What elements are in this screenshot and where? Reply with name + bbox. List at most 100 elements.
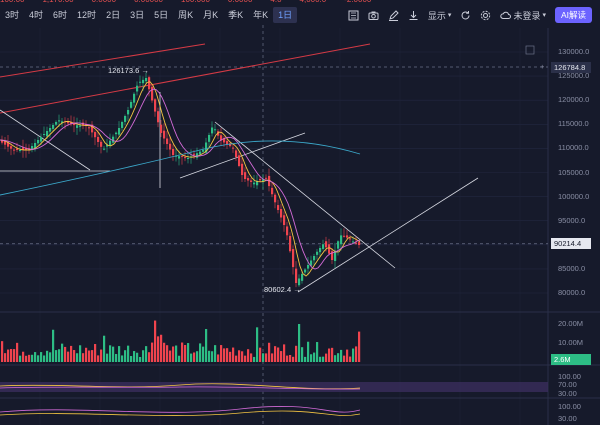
candlestick-chart[interactable] [0, 25, 600, 425]
download-icon[interactable] [408, 10, 419, 21]
candle-body [253, 182, 256, 185]
volume-bar [25, 355, 28, 362]
volume-bar [151, 342, 154, 362]
volume-bar [337, 353, 340, 362]
volume-bar [154, 320, 157, 362]
cloud-status[interactable]: 未登录 ▾ [500, 9, 546, 22]
candle-body [277, 205, 280, 210]
volume-bar [76, 353, 79, 362]
candle-body [286, 226, 289, 236]
ma-line-cyan [0, 140, 361, 196]
candle-body [298, 278, 301, 286]
timeframe-10[interactable]: 年K [253, 10, 269, 20]
price-axis-label: 125000.0 [558, 71, 590, 81]
volume-bar [124, 350, 127, 362]
timeframe-4[interactable]: 2日 [106, 10, 121, 20]
volume-bar [316, 342, 319, 362]
macd-axis-label: 30.00 [558, 414, 577, 423]
volume-bar [55, 350, 58, 362]
volume-bar [103, 335, 106, 362]
candle-body [319, 248, 322, 253]
volume-bar [280, 351, 283, 362]
expand-icon [525, 45, 535, 55]
volume-bar [133, 351, 136, 362]
candle-body [274, 194, 277, 203]
candle-body [283, 215, 286, 225]
macd-axis-label: 100.00 [558, 402, 581, 411]
chevron-down-icon: ▾ [542, 12, 546, 19]
timeframe-6[interactable]: 5日 [154, 10, 169, 20]
candle-body [121, 122, 124, 128]
candle-body [247, 178, 250, 181]
volume-bar [349, 356, 352, 362]
candle-body [34, 143, 37, 149]
candle-body [55, 122, 58, 125]
volume-bar [283, 344, 286, 362]
volume-bar [310, 354, 313, 362]
timeframe-8[interactable]: 月K [203, 10, 219, 20]
volume-bar [274, 346, 277, 362]
volume-bar [130, 355, 133, 362]
candle-body [313, 256, 316, 261]
volume-bar [271, 353, 274, 362]
top-strip-value: -2.0000 [344, 0, 371, 4]
candle-body [256, 181, 259, 186]
display-button[interactable]: 显示 ▾ [428, 9, 452, 22]
candle-body [238, 155, 241, 166]
volume-bar [208, 350, 211, 362]
ai-interpret-button[interactable]: AI解读 [554, 7, 592, 23]
volume-bar [1, 341, 4, 362]
high-price-annotation: 126173.6 → [108, 66, 149, 75]
toolbar-right: 显示 ▾ 未登录 ▾ AI解读 [348, 5, 600, 25]
candle-body [346, 235, 349, 238]
refresh-icon[interactable] [460, 10, 471, 21]
timeframe-7[interactable]: 周K [178, 10, 194, 20]
timeframe-3[interactable]: 12时 [77, 10, 97, 20]
candle-body [43, 134, 46, 135]
candle-body [19, 150, 22, 151]
volume-bar [10, 349, 13, 362]
candle-body [124, 116, 127, 122]
candle-body [127, 110, 130, 115]
volume-bar [358, 331, 361, 362]
timeframe-1[interactable]: 4时 [29, 10, 44, 20]
candle-body [241, 163, 244, 175]
candle-body [100, 141, 103, 147]
candle-body [58, 120, 61, 122]
edit-icon[interactable] [388, 9, 399, 21]
chart-toolbar: 3时 4时 6时 12时 2日 3日 5日 周K 月K 季K 年K 1日 显示 ▾ [0, 5, 600, 25]
volume-bar [106, 353, 109, 362]
rsi-band [0, 382, 548, 392]
ruler-icon[interactable] [348, 10, 359, 21]
volume-bar [322, 356, 325, 362]
timeframe-bar: 3时 4时 6时 12时 2日 3日 5日 周K 月K 季K 年K 1日 [0, 7, 298, 23]
candle-body [232, 147, 235, 149]
candle-body [328, 244, 331, 254]
volume-bar [253, 356, 256, 362]
trendline-white [297, 177, 479, 293]
ma-line-yellow [0, 81, 361, 277]
settings-icon[interactable] [480, 10, 491, 21]
volume-bar [175, 345, 178, 362]
candle-body [103, 148, 106, 150]
candle-body [157, 111, 160, 123]
volume-bar [313, 352, 316, 362]
candle-body [325, 241, 328, 248]
timeframe-11[interactable]: 1日 [273, 7, 298, 23]
candle-body [25, 147, 28, 150]
timeframe-2[interactable]: 6时 [53, 10, 68, 20]
volume-bar [187, 343, 190, 362]
timeframe-0[interactable]: 3时 [5, 10, 20, 20]
volume-bar [160, 334, 163, 362]
camera-icon[interactable] [368, 10, 379, 21]
volume-bar [289, 354, 292, 362]
candle-body [184, 157, 187, 159]
volume-bar [262, 353, 265, 362]
timeframe-5[interactable]: 3日 [130, 10, 145, 20]
candle-body [223, 138, 226, 143]
timeframe-9[interactable]: 季K [228, 10, 244, 20]
candle-body [181, 155, 184, 157]
candle-body [97, 136, 100, 142]
volume-bar [196, 351, 199, 362]
candle-body [262, 179, 265, 182]
